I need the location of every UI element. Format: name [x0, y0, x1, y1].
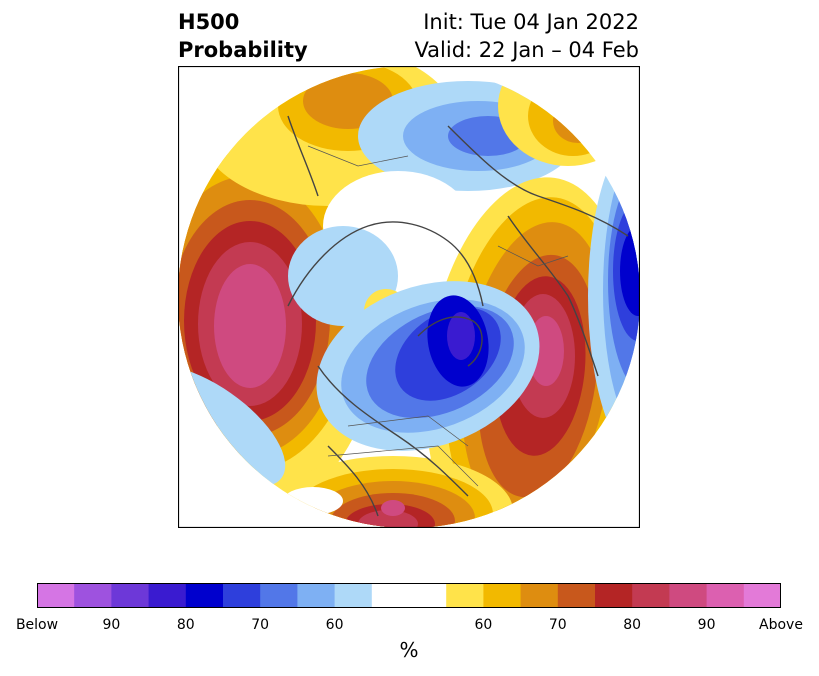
colorbar: [37, 583, 781, 608]
valid-range: Valid: 22 Jan – 04 Feb: [414, 38, 639, 62]
colorbar-cell: [669, 583, 708, 608]
colorbar-cell: [223, 583, 261, 608]
colorbar-tick-label: Below: [15, 617, 59, 633]
title-variable: H500: [178, 10, 240, 34]
colorbar-tick-label: 70: [548, 617, 567, 633]
colorbar-cell: [297, 583, 336, 608]
colorbar-tick-label: 70: [251, 617, 270, 633]
colorbar-cell: [409, 583, 447, 608]
title-left: H500 Probability: [178, 8, 308, 64]
coastlines: [287, 115, 629, 517]
colorbar-cell: [557, 583, 596, 608]
colorbar-tick-label: Above: [759, 617, 803, 633]
colorbar-cell: [148, 583, 187, 608]
title-right: Init: Tue 04 Jan 2022 Valid: 22 Jan – 04…: [414, 8, 639, 64]
colorbar-tick-label: 80: [176, 617, 195, 633]
canada-trough: [316, 281, 540, 451]
colorbar-tick-label: 60: [474, 617, 493, 633]
probability-map: [178, 66, 640, 528]
colorbar-cell: [632, 583, 670, 608]
colorbar-border: [37, 583, 781, 608]
colorbar-cell: [185, 583, 224, 608]
colorbar-cell: [371, 583, 410, 608]
colorbar-unit: %: [399, 638, 419, 662]
colorbar-cell: [74, 583, 112, 608]
colorbar-cell: [37, 583, 75, 608]
colorbar-cell: [706, 583, 745, 608]
us-southeast-ridge: [273, 456, 513, 528]
colorbar-tick-label: 60: [325, 617, 344, 633]
colorbar-tick-label: 80: [623, 617, 642, 633]
colorbar-cell: [595, 583, 633, 608]
colorbar-cell: [743, 583, 781, 608]
colorbar-cell: [334, 583, 373, 608]
colorbar-cell: [111, 583, 150, 608]
colorbar-cell: [483, 583, 522, 608]
colorbar-cell: [260, 583, 298, 608]
colorbar-cell: [446, 583, 484, 608]
probability-shading: [178, 66, 640, 528]
title-field: Probability: [178, 38, 308, 62]
colorbar-tick-label: 90: [697, 617, 716, 633]
borders: [307, 145, 569, 487]
colorbar-cell: [520, 583, 559, 608]
init-date: Init: Tue 04 Jan 2022: [423, 10, 639, 34]
colorbar-tick-label: 90: [102, 617, 121, 633]
